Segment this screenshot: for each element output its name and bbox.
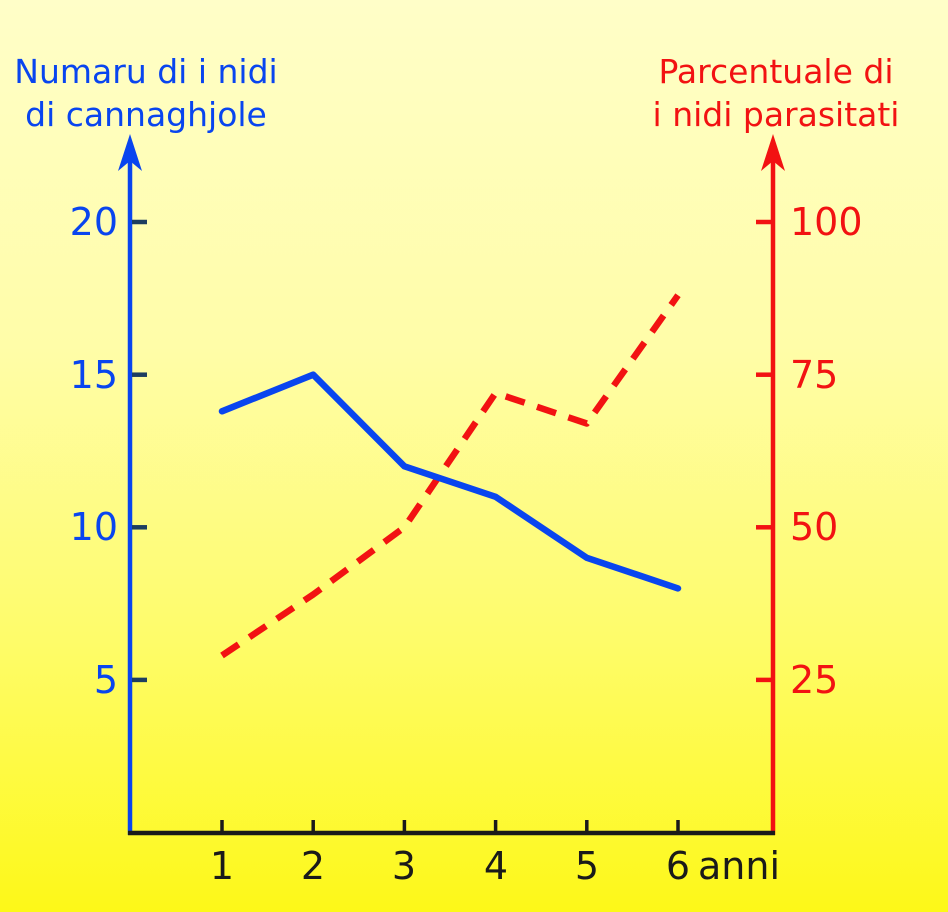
right-axis-title-line2: i nidi parasitati: [652, 95, 900, 134]
x-tick-label-3: 3: [391, 844, 417, 888]
x-tick-label-6: 6: [665, 844, 691, 888]
blue-line: [218, 371, 682, 592]
left-tick-label-20: 20: [69, 200, 118, 244]
left-axis-title-line2: di cannaghjole: [25, 95, 267, 134]
red-line: [220, 293, 681, 659]
x-tick-label-5: 5: [574, 844, 600, 888]
right-tick-label-50: 50: [790, 505, 839, 549]
right-axis-arrow-icon: [761, 134, 785, 171]
x-tick-label-4: 4: [483, 844, 509, 888]
left-tick-label-5: 5: [93, 658, 118, 702]
left-tick-label-10: 10: [69, 505, 118, 549]
right-tick-label-100: 100: [790, 200, 863, 244]
x-axis-unit-label: anni: [698, 844, 781, 888]
right-axis-title-line1: Parcentuale di: [658, 52, 894, 91]
right-axis-title: Parcentuale di i nidi parasitati: [638, 50, 914, 136]
x-axis-ticks: [220, 820, 680, 833]
right-axis-ticks: [756, 219, 771, 683]
left-axis-ticks: [132, 219, 147, 683]
left-axis-title: Numaru di i nidi di cannaghjole: [8, 50, 284, 136]
left-tick-label-15: 15: [69, 353, 118, 397]
right-tick-label-75: 75: [790, 353, 839, 397]
x-tick-label-1: 1: [209, 844, 235, 888]
x-tick-label-2: 2: [300, 844, 326, 888]
left-axis-arrow-icon: [118, 134, 142, 171]
right-tick-label-25: 25: [790, 658, 839, 702]
left-axis-title-line1: Numaru di i nidi: [14, 52, 278, 91]
